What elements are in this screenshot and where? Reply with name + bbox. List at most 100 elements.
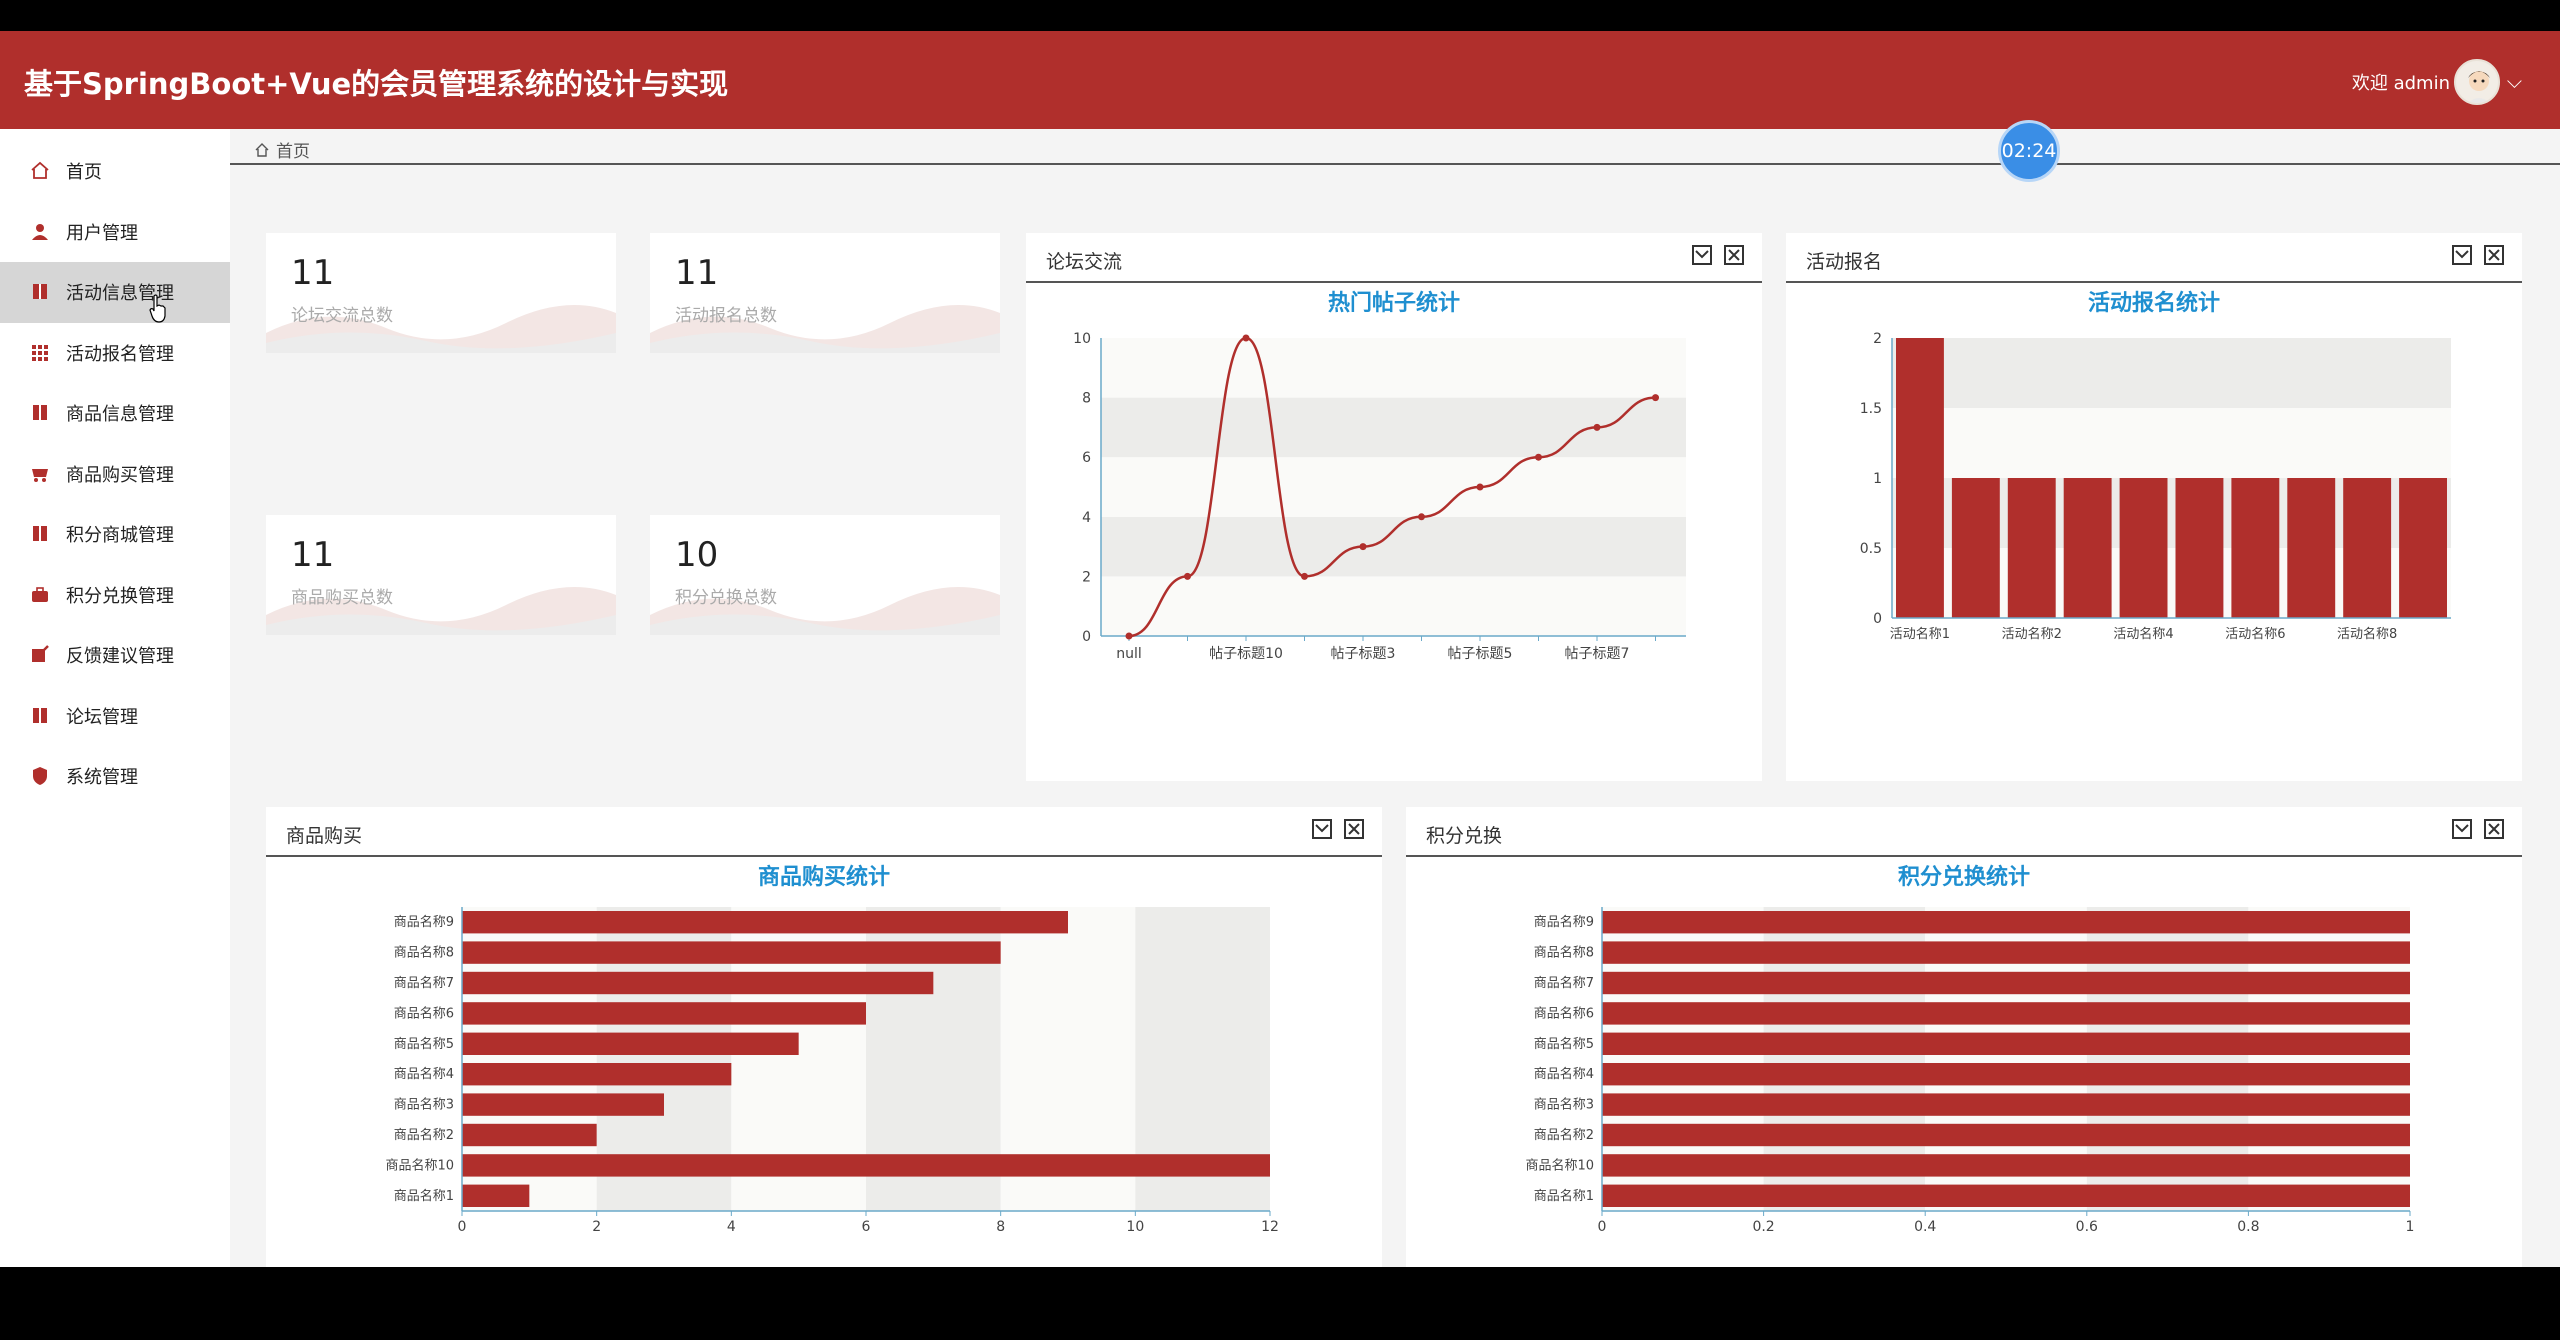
sidebar-item[interactable]: 系统管理: [0, 746, 230, 807]
y-tick-label: 商品名称5: [1534, 1036, 1594, 1052]
data-point: [1593, 423, 1601, 431]
sidebar-item-label: 首页: [66, 162, 102, 184]
wave-decoration: [650, 305, 1000, 353]
x-tick-label: 0.6: [2076, 1219, 2098, 1235]
sidebar-item[interactable]: 首页: [0, 141, 230, 202]
stat-value: 11: [675, 253, 719, 293]
sidebar-item-label: 活动报名管理: [66, 343, 174, 365]
bar: [2063, 478, 2112, 618]
sidebar-item[interactable]: 活动信息管理: [0, 262, 230, 323]
x-tick-label: 0.8: [2237, 1219, 2259, 1235]
x-tick-label: 0.2: [1752, 1219, 1774, 1235]
data-point: [1418, 513, 1425, 521]
bar: [462, 1184, 530, 1207]
sidebar-item[interactable]: 商品信息管理: [0, 383, 230, 444]
x-tick-label: 活动名称8: [2337, 626, 2397, 642]
y-tick-label: 商品名称8: [394, 945, 454, 961]
x-tick-label: 0: [458, 1219, 467, 1235]
collapse-icon[interactable]: [2452, 819, 2472, 839]
data-point: [1242, 334, 1250, 342]
book-icon: [28, 706, 52, 726]
timer-badge[interactable]: 02:24: [1998, 120, 2060, 182]
x-tick-label: 0.4: [1914, 1219, 1936, 1235]
stat-value: 11: [291, 253, 335, 293]
user-avatar[interactable]: [2454, 59, 2500, 105]
close-icon[interactable]: [1344, 819, 1364, 839]
main-content: 首页 11 论坛交流总数 11 活动报名总数 11 商品购买总数 10 积分兑换总数 论坛交流…: [230, 129, 2560, 1267]
data-point: [1301, 572, 1308, 580]
bar: [1602, 1123, 2410, 1147]
wave-decoration: [266, 305, 616, 353]
y-tick-label: 0.5: [1860, 541, 1882, 557]
sidebar-item-label: 积分兑换管理: [66, 585, 174, 607]
sidebar-item[interactable]: 商品购买管理: [0, 444, 230, 505]
shield-icon: [28, 766, 52, 786]
briefcase-icon: [28, 585, 52, 605]
stat-card: 10 积分兑换总数: [650, 515, 1000, 635]
close-icon[interactable]: [2484, 819, 2504, 839]
chevron-down-icon[interactable]: ⌵: [2506, 69, 2522, 93]
sidebar-item[interactable]: 论坛管理: [0, 686, 230, 747]
forum-panel: 论坛交流 热门帖子统计 0 2 4 6 8 10 null 帖子标题10 帖子标题3 帖子标题5 帖…: [1026, 233, 1762, 781]
x-tick-label: 活动名称4: [2113, 626, 2173, 642]
y-tick-label: 商品名称1: [394, 1188, 454, 1204]
sidebar-item[interactable]: 积分兑换管理: [0, 565, 230, 626]
y-tick-label: 商品名称5: [394, 1036, 454, 1052]
bar: [2175, 478, 2224, 618]
bar: [2007, 478, 2056, 618]
close-icon[interactable]: [1724, 245, 1744, 265]
panel-title: 论坛交流: [1046, 251, 1123, 273]
mouse-cursor-icon: [149, 294, 166, 323]
app-window: 基于SpringBoot+Vue的会员管理系统的设计与实现 欢迎 admin ⌵…: [0, 31, 2560, 1267]
points-bar-chart: 商品名称1 商品名称10 商品名称2 商品名称3 商品名称4 商品名称5 商品名称6 商品名称…: [1525, 907, 2414, 1235]
close-icon[interactable]: [2484, 245, 2504, 265]
sidebar-item-label: 系统管理: [66, 767, 138, 789]
x-tick-label: 帖子标题3: [1331, 646, 1396, 662]
sidebar-item-label: 用户管理: [66, 222, 138, 244]
y-tick-label: 4: [1082, 510, 1091, 526]
purchase-bar-chart: 商品名称1 商品名称10 商品名称2 商品名称3 商品名称4 商品名称5 商品名称6 商品名称…: [385, 907, 1279, 1235]
y-tick-label: 商品名称9: [394, 914, 454, 930]
y-tick-label: 商品名称10: [385, 1157, 454, 1173]
y-tick-label: 商品名称3: [1534, 1097, 1594, 1113]
y-tick-label: 0: [1082, 629, 1091, 645]
bar: [462, 941, 1001, 964]
bar: [2119, 478, 2168, 618]
breadcrumb-home[interactable]: 首页: [276, 142, 310, 162]
sidebar-item[interactable]: 用户管理: [0, 202, 230, 263]
y-tick-label: 商品名称7: [1534, 975, 1594, 991]
x-tick-label: 活动名称2: [2002, 626, 2062, 642]
data-point: [1184, 572, 1191, 580]
x-tick-label: 12: [1261, 1219, 1279, 1235]
grid-band: [1892, 338, 2451, 408]
sidebar-item[interactable]: 积分商城管理: [0, 504, 230, 565]
x-tick-label: 帖子标题10: [1209, 646, 1283, 662]
sidebar-item[interactable]: 活动报名管理: [0, 323, 230, 384]
stat-card: 11 论坛交流总数: [266, 233, 616, 353]
x-tick-label: 8: [996, 1219, 1005, 1235]
user-icon: [28, 222, 52, 242]
stat-label: 活动报名总数: [675, 306, 777, 326]
stat-value: 11: [291, 535, 335, 575]
cart-icon: [28, 464, 52, 484]
sidebar-item[interactable]: 反馈建议管理: [0, 625, 230, 686]
activity-panel: 活动报名 活动报名统计 0 0.5 1 1.5 2 活动名称1 活动名称2 活动名称4 活动名称…: [1786, 233, 2522, 781]
grid-band: [1101, 338, 1686, 398]
bar: [462, 1063, 732, 1086]
data-point: [1476, 483, 1484, 491]
x-tick-label: 活动名称1: [1890, 626, 1950, 642]
y-tick-label: 商品名称6: [1534, 1005, 1594, 1021]
bar: [462, 1032, 799, 1055]
sidebar-item-label: 反馈建议管理: [66, 646, 174, 668]
bar: [1896, 338, 1944, 618]
breadcrumb: 首页: [254, 137, 310, 162]
stat-card: 11 商品购买总数: [266, 515, 616, 635]
collapse-icon[interactable]: [2452, 245, 2472, 265]
screen-border: [0, 1267, 2560, 1340]
collapse-icon[interactable]: [1312, 819, 1332, 839]
y-tick-label: 商品名称7: [394, 975, 454, 991]
collapse-icon[interactable]: [1692, 245, 1712, 265]
bar: [1951, 478, 2000, 618]
stat-label: 商品购买总数: [291, 588, 393, 608]
y-tick-label: 8: [1082, 391, 1091, 407]
